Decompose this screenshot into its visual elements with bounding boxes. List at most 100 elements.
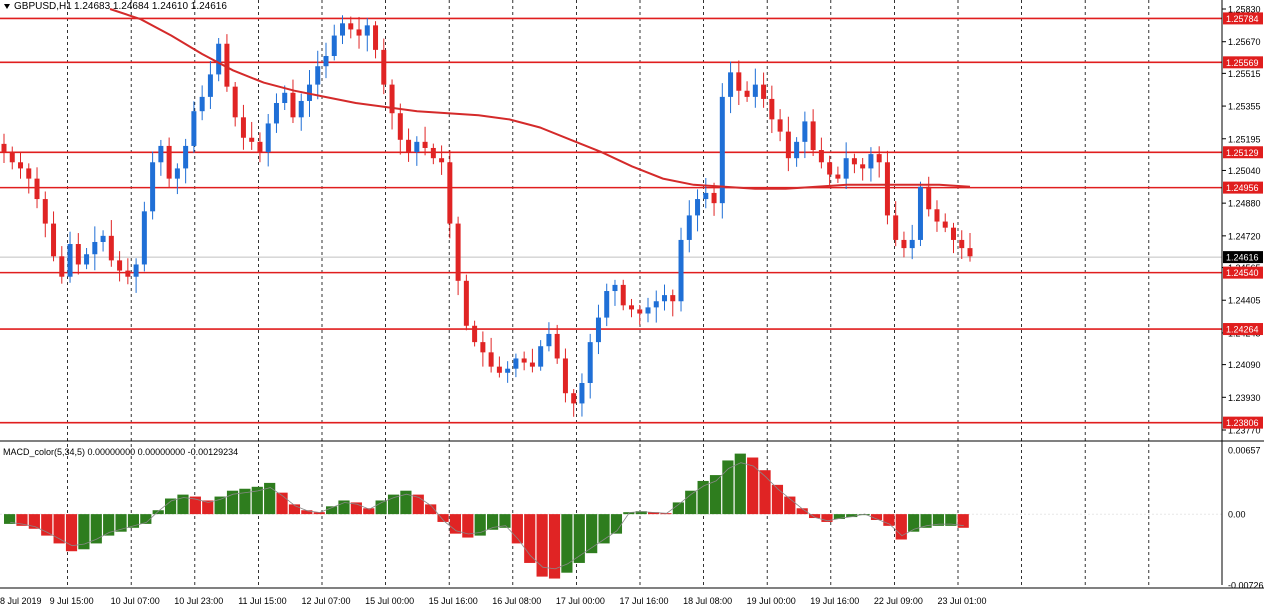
candle-body [934,209,940,222]
macd-bar [648,512,660,515]
candle-body [538,346,544,367]
ohlc-label: 1.24683 1.24684 1.24610 1.24616 [74,1,227,12]
macd-bar [78,514,90,550]
candle-body [695,199,701,216]
macd-bar [400,490,412,515]
macd-bar [177,494,189,515]
dropdown-triangle-icon[interactable] [4,4,10,9]
candle-body [917,186,923,240]
macd-bar [573,514,585,563]
price-level-tag [1223,56,1263,69]
macd-signal-line [10,462,964,570]
price-level-label: 1.24956 [1226,183,1259,193]
x-tick-label: 10 Jul 23:00 [174,596,223,606]
candle-body [84,254,90,265]
macd-bar [734,453,746,515]
current-price-tag [1223,251,1263,264]
candle-body [348,23,354,30]
candle-body [42,199,48,224]
candle-body [265,123,271,153]
y-tick-label: 1.24880 [1228,199,1261,209]
candle-body [926,186,932,210]
macd-bar [771,484,784,515]
y-tick-label: 1.24720 [1228,231,1261,241]
candle-body [670,295,676,302]
candle-body [282,92,288,104]
candle-body [59,256,65,277]
candle-body [612,284,618,292]
macd-bar [350,502,362,515]
y-tick-label: 1.25355 [1228,102,1261,112]
macd-bar [53,514,65,544]
candle-body [562,358,568,394]
price-level-label: 1.25129 [1226,148,1259,158]
macd-bar [214,496,226,515]
macd-bar [16,514,28,526]
candle-body [26,168,32,179]
candle-body [232,86,238,118]
candle-body [240,117,246,138]
candle-body [967,248,973,257]
candle-body [183,145,189,169]
macd-bar [41,514,53,536]
candle-body [884,162,890,216]
candle-body [75,244,81,265]
x-tick-label: 15 Jul 00:00 [365,596,414,606]
candle-body [728,72,734,97]
candle-body [711,192,717,204]
macd-bar [499,514,511,528]
candle-body [257,141,263,153]
macd-bar [226,490,239,515]
candle-body [174,168,180,179]
candle-body [513,358,519,369]
candle-body [191,111,197,146]
candle-body [9,152,15,163]
candle-body [51,223,57,257]
candle-body [744,90,750,97]
candle-body [662,295,668,302]
macd-bar [115,514,127,532]
candle-body [810,121,816,151]
macd-bar [301,510,313,515]
macd-bar [90,514,102,544]
macd-bar [474,514,486,536]
macd-bar [276,492,288,515]
macd-bar [908,514,920,532]
macd-bar [140,514,152,524]
macd-bar [821,514,833,522]
x-tick-label: 22 Jul 09:00 [874,596,923,606]
candle-body [521,358,527,363]
candle-body [703,192,709,200]
macd-bar [759,470,771,515]
candle-body [761,84,767,99]
moving-average-line [109,8,971,190]
macd-bar [747,457,759,515]
candle-body [117,260,123,271]
candle-body [843,158,849,179]
y-tick-label: 1.25830 [1228,5,1261,15]
candle-body [628,305,634,310]
macd-bar [264,482,276,515]
candle-body [752,84,758,97]
candle-body [587,342,593,383]
candle-body [653,301,659,308]
candle-body [868,154,874,169]
macd-bar [796,508,808,515]
candle-body [505,368,511,373]
x-tick-label: 18 Jul 08:00 [683,596,732,606]
candle-body [818,150,824,163]
macd-bar [809,514,821,519]
candle-body [298,100,304,118]
candle-body [67,244,73,277]
macd-bar [189,496,201,515]
macd-bar [511,514,523,544]
candle-body [166,145,172,179]
macd-bar [598,514,610,544]
candle-body [331,35,337,57]
candle-body [100,235,106,242]
macd-bar [722,460,734,515]
candle-body [678,239,684,302]
candle-body [216,43,222,75]
